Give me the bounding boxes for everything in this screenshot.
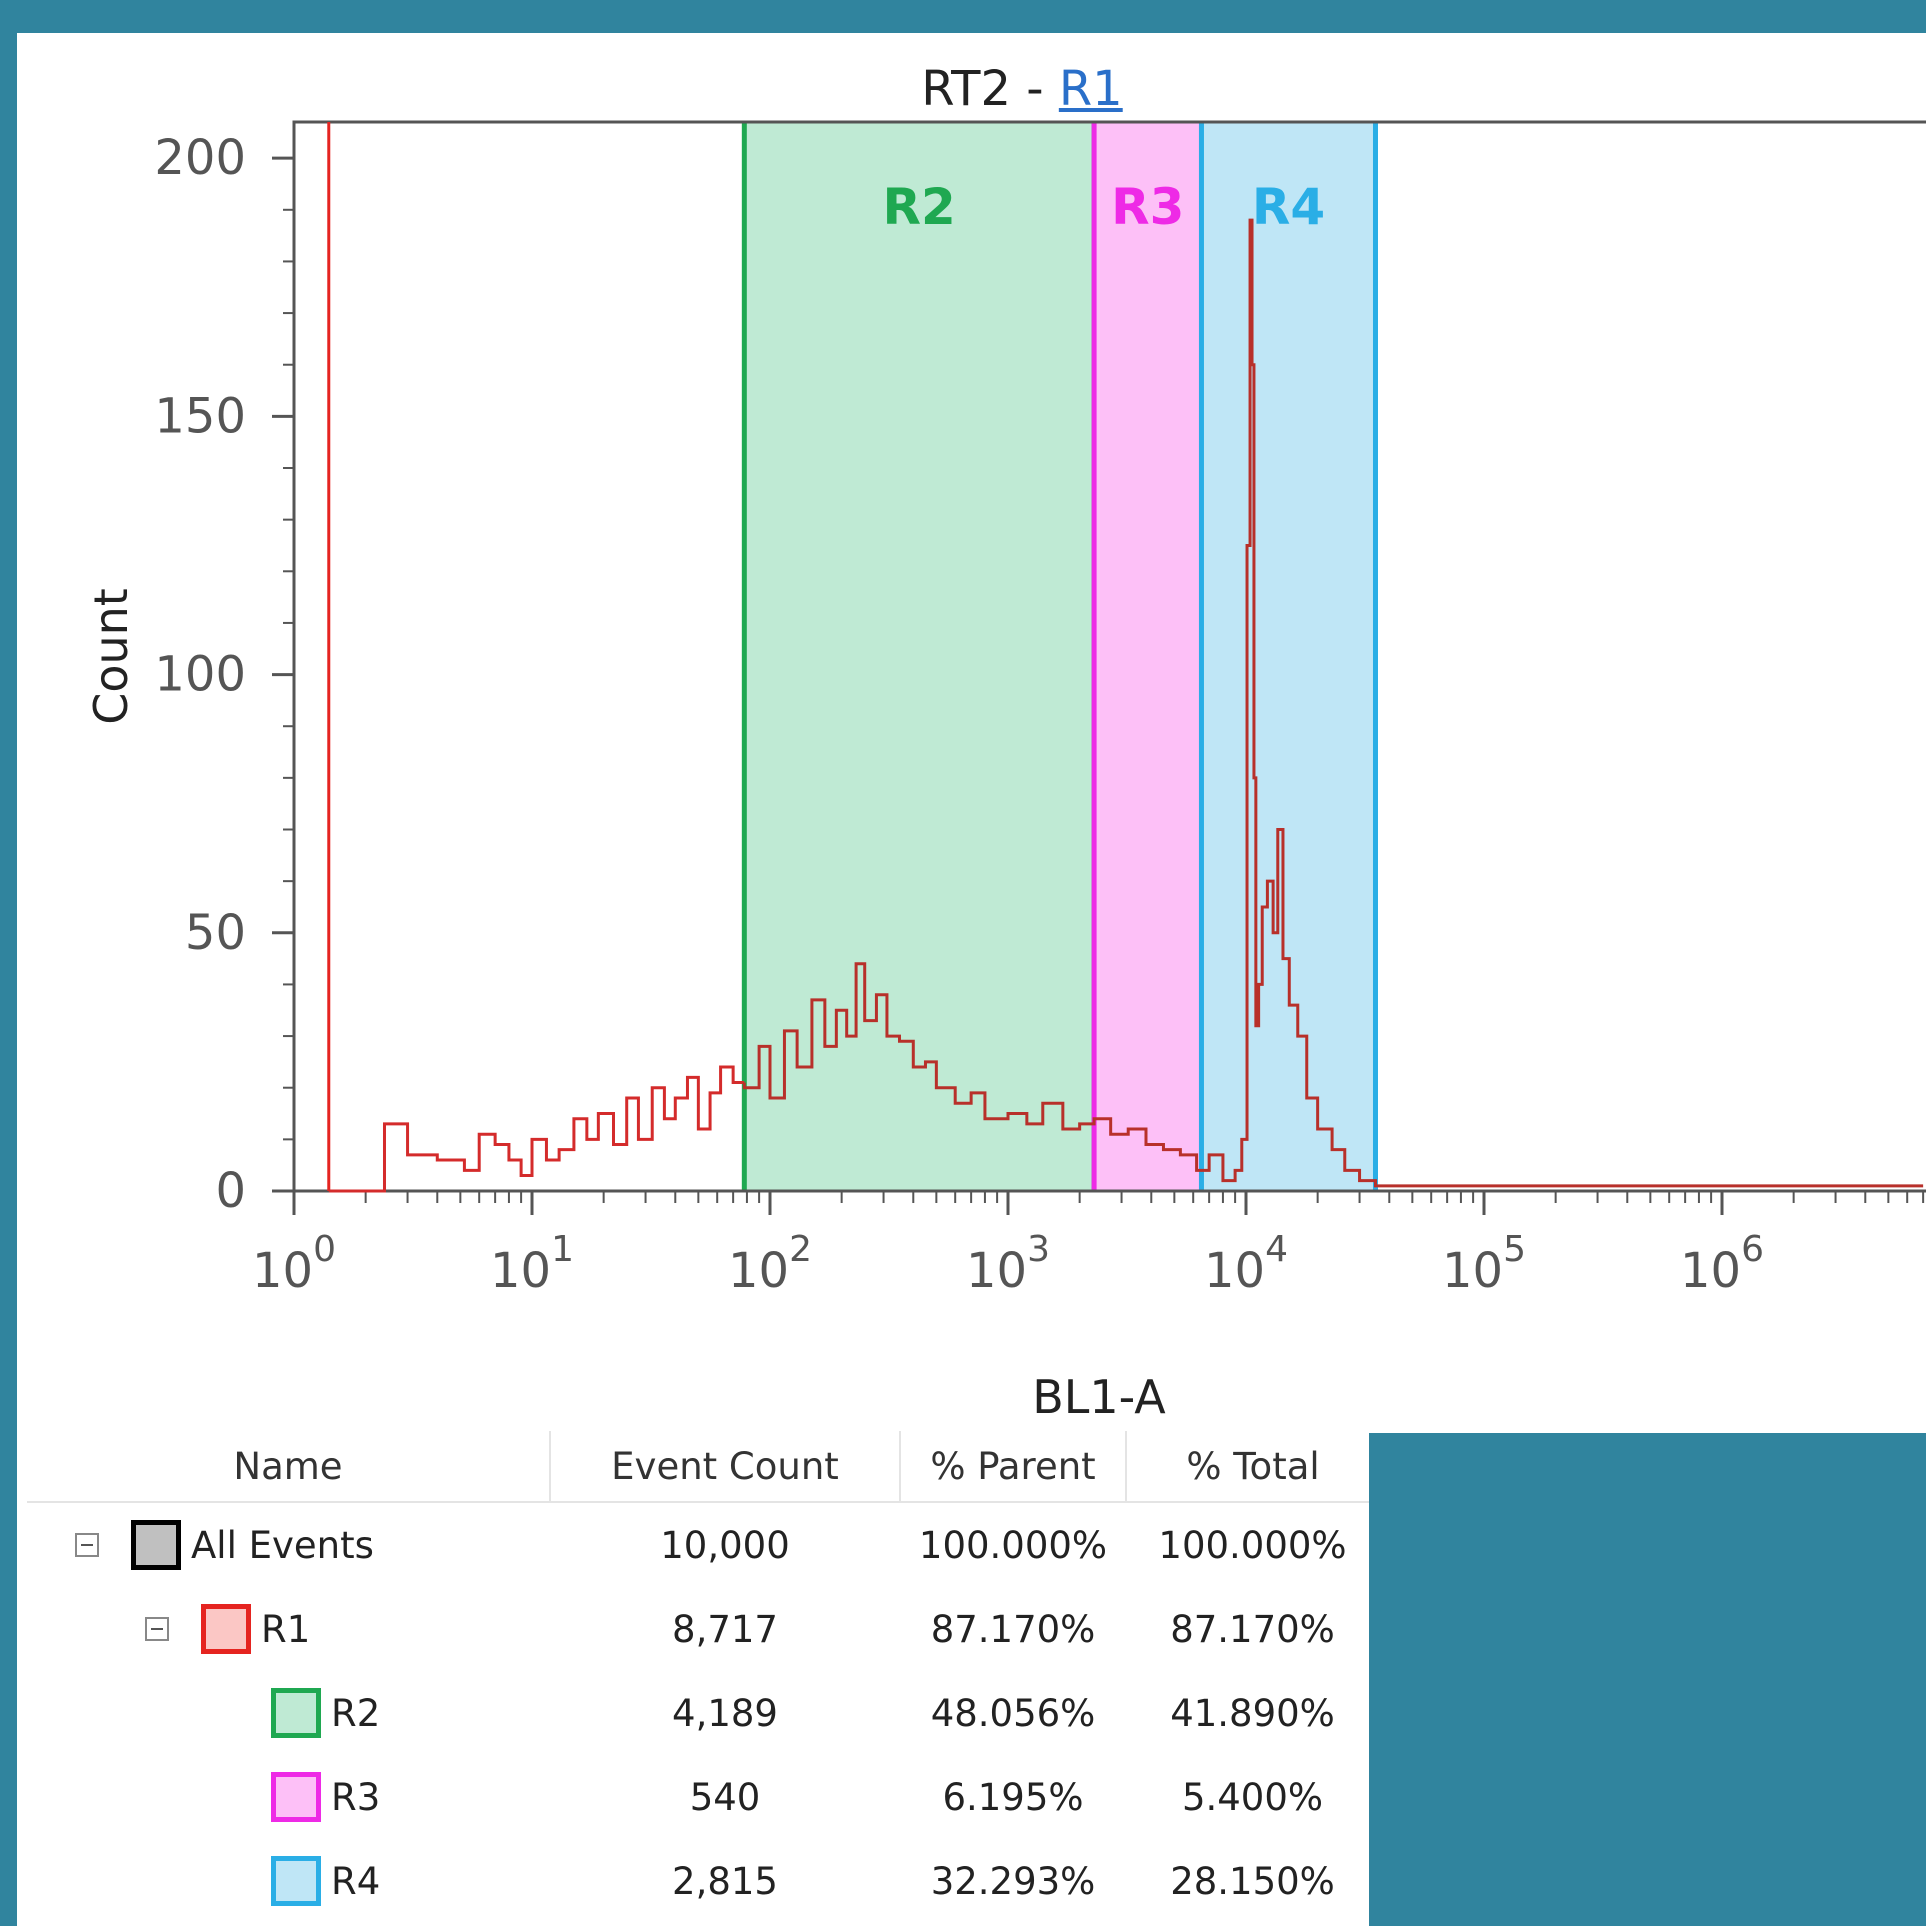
table-header-row: Name Event Count % Parent % Total bbox=[27, 1431, 1379, 1503]
gate-name-cell: All Events bbox=[27, 1502, 550, 1587]
percent-total-cell: 100.000% bbox=[1158, 1523, 1347, 1567]
empty-area bbox=[1369, 1433, 1926, 1926]
percent-parent-cell: 87.170% bbox=[930, 1607, 1096, 1651]
gate-r4-region[interactable] bbox=[1201, 122, 1376, 1191]
column-header-percent-total[interactable]: % Total bbox=[1126, 1431, 1379, 1503]
event-count-cell: 540 bbox=[689, 1775, 761, 1819]
x-tick-label: 101 bbox=[490, 1229, 574, 1299]
x-tick-label: 105 bbox=[1442, 1229, 1526, 1299]
column-header-percent-parent[interactable]: % Parent bbox=[900, 1431, 1127, 1503]
percent-total-cell: 5.400% bbox=[1181, 1775, 1324, 1819]
percent-total-cell: 41.890% bbox=[1170, 1691, 1335, 1735]
column-header-event-count[interactable]: Event Count bbox=[550, 1431, 901, 1503]
gate-name-label: All Events bbox=[191, 1523, 374, 1567]
plot-frame bbox=[292, 120, 1926, 1193]
percent-parent-cell: 32.293% bbox=[930, 1859, 1096, 1903]
gate-name-cell: R2 bbox=[27, 1671, 550, 1755]
event-count-cell: 2,815 bbox=[672, 1859, 778, 1903]
gate-color-swatch bbox=[271, 1688, 321, 1738]
percent-total-cell: 28.150% bbox=[1170, 1859, 1335, 1903]
gate-name-label: R3 bbox=[331, 1775, 381, 1819]
chart-title: RT2 - R1 bbox=[17, 61, 1926, 117]
table-row[interactable]: R2 4,189 48.056% 41.890% bbox=[27, 1671, 1379, 1755]
table-row[interactable]: R4 2,815 32.293% 28.150% bbox=[27, 1839, 1379, 1923]
x-tick-label: 104 bbox=[1204, 1229, 1288, 1299]
parent-gate-link[interactable]: R1 bbox=[1058, 61, 1123, 117]
gate-r4-label[interactable]: R4 bbox=[1252, 178, 1325, 236]
percent-parent-cell: 100.000% bbox=[918, 1523, 1108, 1567]
y-tick-label: 150 bbox=[154, 388, 246, 444]
y-tick-label: 0 bbox=[215, 1163, 246, 1219]
gate-name-cell: R1 bbox=[27, 1587, 550, 1671]
chart-title-text: RT2 - bbox=[921, 61, 1059, 117]
event-count-cell: 4,189 bbox=[672, 1691, 778, 1735]
gate-r3-region[interactable] bbox=[1094, 122, 1202, 1191]
gate-name-cell: R3 bbox=[27, 1755, 550, 1839]
x-tick-label: 103 bbox=[966, 1229, 1050, 1299]
gate-name-cell: R4 bbox=[27, 1839, 550, 1923]
percent-parent-cell: 48.056% bbox=[930, 1691, 1096, 1735]
table-row[interactable]: All Events 10,000 100.000% 100.000% bbox=[27, 1502, 1379, 1587]
x-axis-label: BL1-A bbox=[1032, 1370, 1166, 1423]
gate-name-label: R1 bbox=[261, 1607, 311, 1651]
gate-color-swatch bbox=[271, 1772, 321, 1822]
gate-name-label: R2 bbox=[331, 1691, 381, 1735]
percent-total-cell: 87.170% bbox=[1170, 1607, 1335, 1651]
histogram-plot: R2 R3 R4 0 50 100 150 200 100 101 102 103 104 105 106… bbox=[84, 120, 1926, 1423]
gate-r3-label[interactable]: R3 bbox=[1111, 178, 1184, 236]
table-row[interactable]: R3 540 6.195% 5.400% bbox=[27, 1755, 1379, 1839]
gate-r2-label[interactable]: R2 bbox=[883, 178, 956, 236]
histogram-trace-ungated bbox=[328, 1065, 745, 1193]
y-tick-label: 50 bbox=[185, 905, 246, 961]
gate-name-label: R4 bbox=[331, 1859, 381, 1903]
y-axis-label: Count bbox=[84, 588, 138, 725]
gate-r2-region[interactable] bbox=[744, 122, 1095, 1191]
gate-statistics-table: Name Event Count % Parent % Total All Ev… bbox=[27, 1431, 1379, 1923]
histogram-trace-gated bbox=[742, 218, 1924, 1188]
x-tick-label: 102 bbox=[728, 1229, 812, 1299]
gate-color-swatch bbox=[201, 1604, 251, 1654]
gate-color-swatch bbox=[131, 1520, 181, 1570]
y-tick-label: 200 bbox=[154, 130, 246, 186]
event-count-cell: 8,717 bbox=[672, 1607, 778, 1651]
y-tick-label: 100 bbox=[154, 647, 246, 703]
event-count-cell: 10,000 bbox=[660, 1523, 790, 1567]
histogram-panel: RT2 - R1 R2 R3 R4 0 50 100 150 200 100 101 102 103… bbox=[17, 33, 1926, 1926]
collapse-toggle-icon[interactable] bbox=[145, 1617, 169, 1641]
gate-color-swatch bbox=[271, 1856, 321, 1906]
table-row[interactable]: R1 8,717 87.170% 87.170% bbox=[27, 1587, 1379, 1671]
percent-parent-cell: 6.195% bbox=[942, 1775, 1084, 1819]
collapse-toggle-icon[interactable] bbox=[75, 1533, 99, 1557]
column-header-name[interactable]: Name bbox=[27, 1431, 551, 1503]
x-tick-label: 100 bbox=[252, 1229, 336, 1299]
x-tick-label: 106 bbox=[1680, 1229, 1764, 1299]
